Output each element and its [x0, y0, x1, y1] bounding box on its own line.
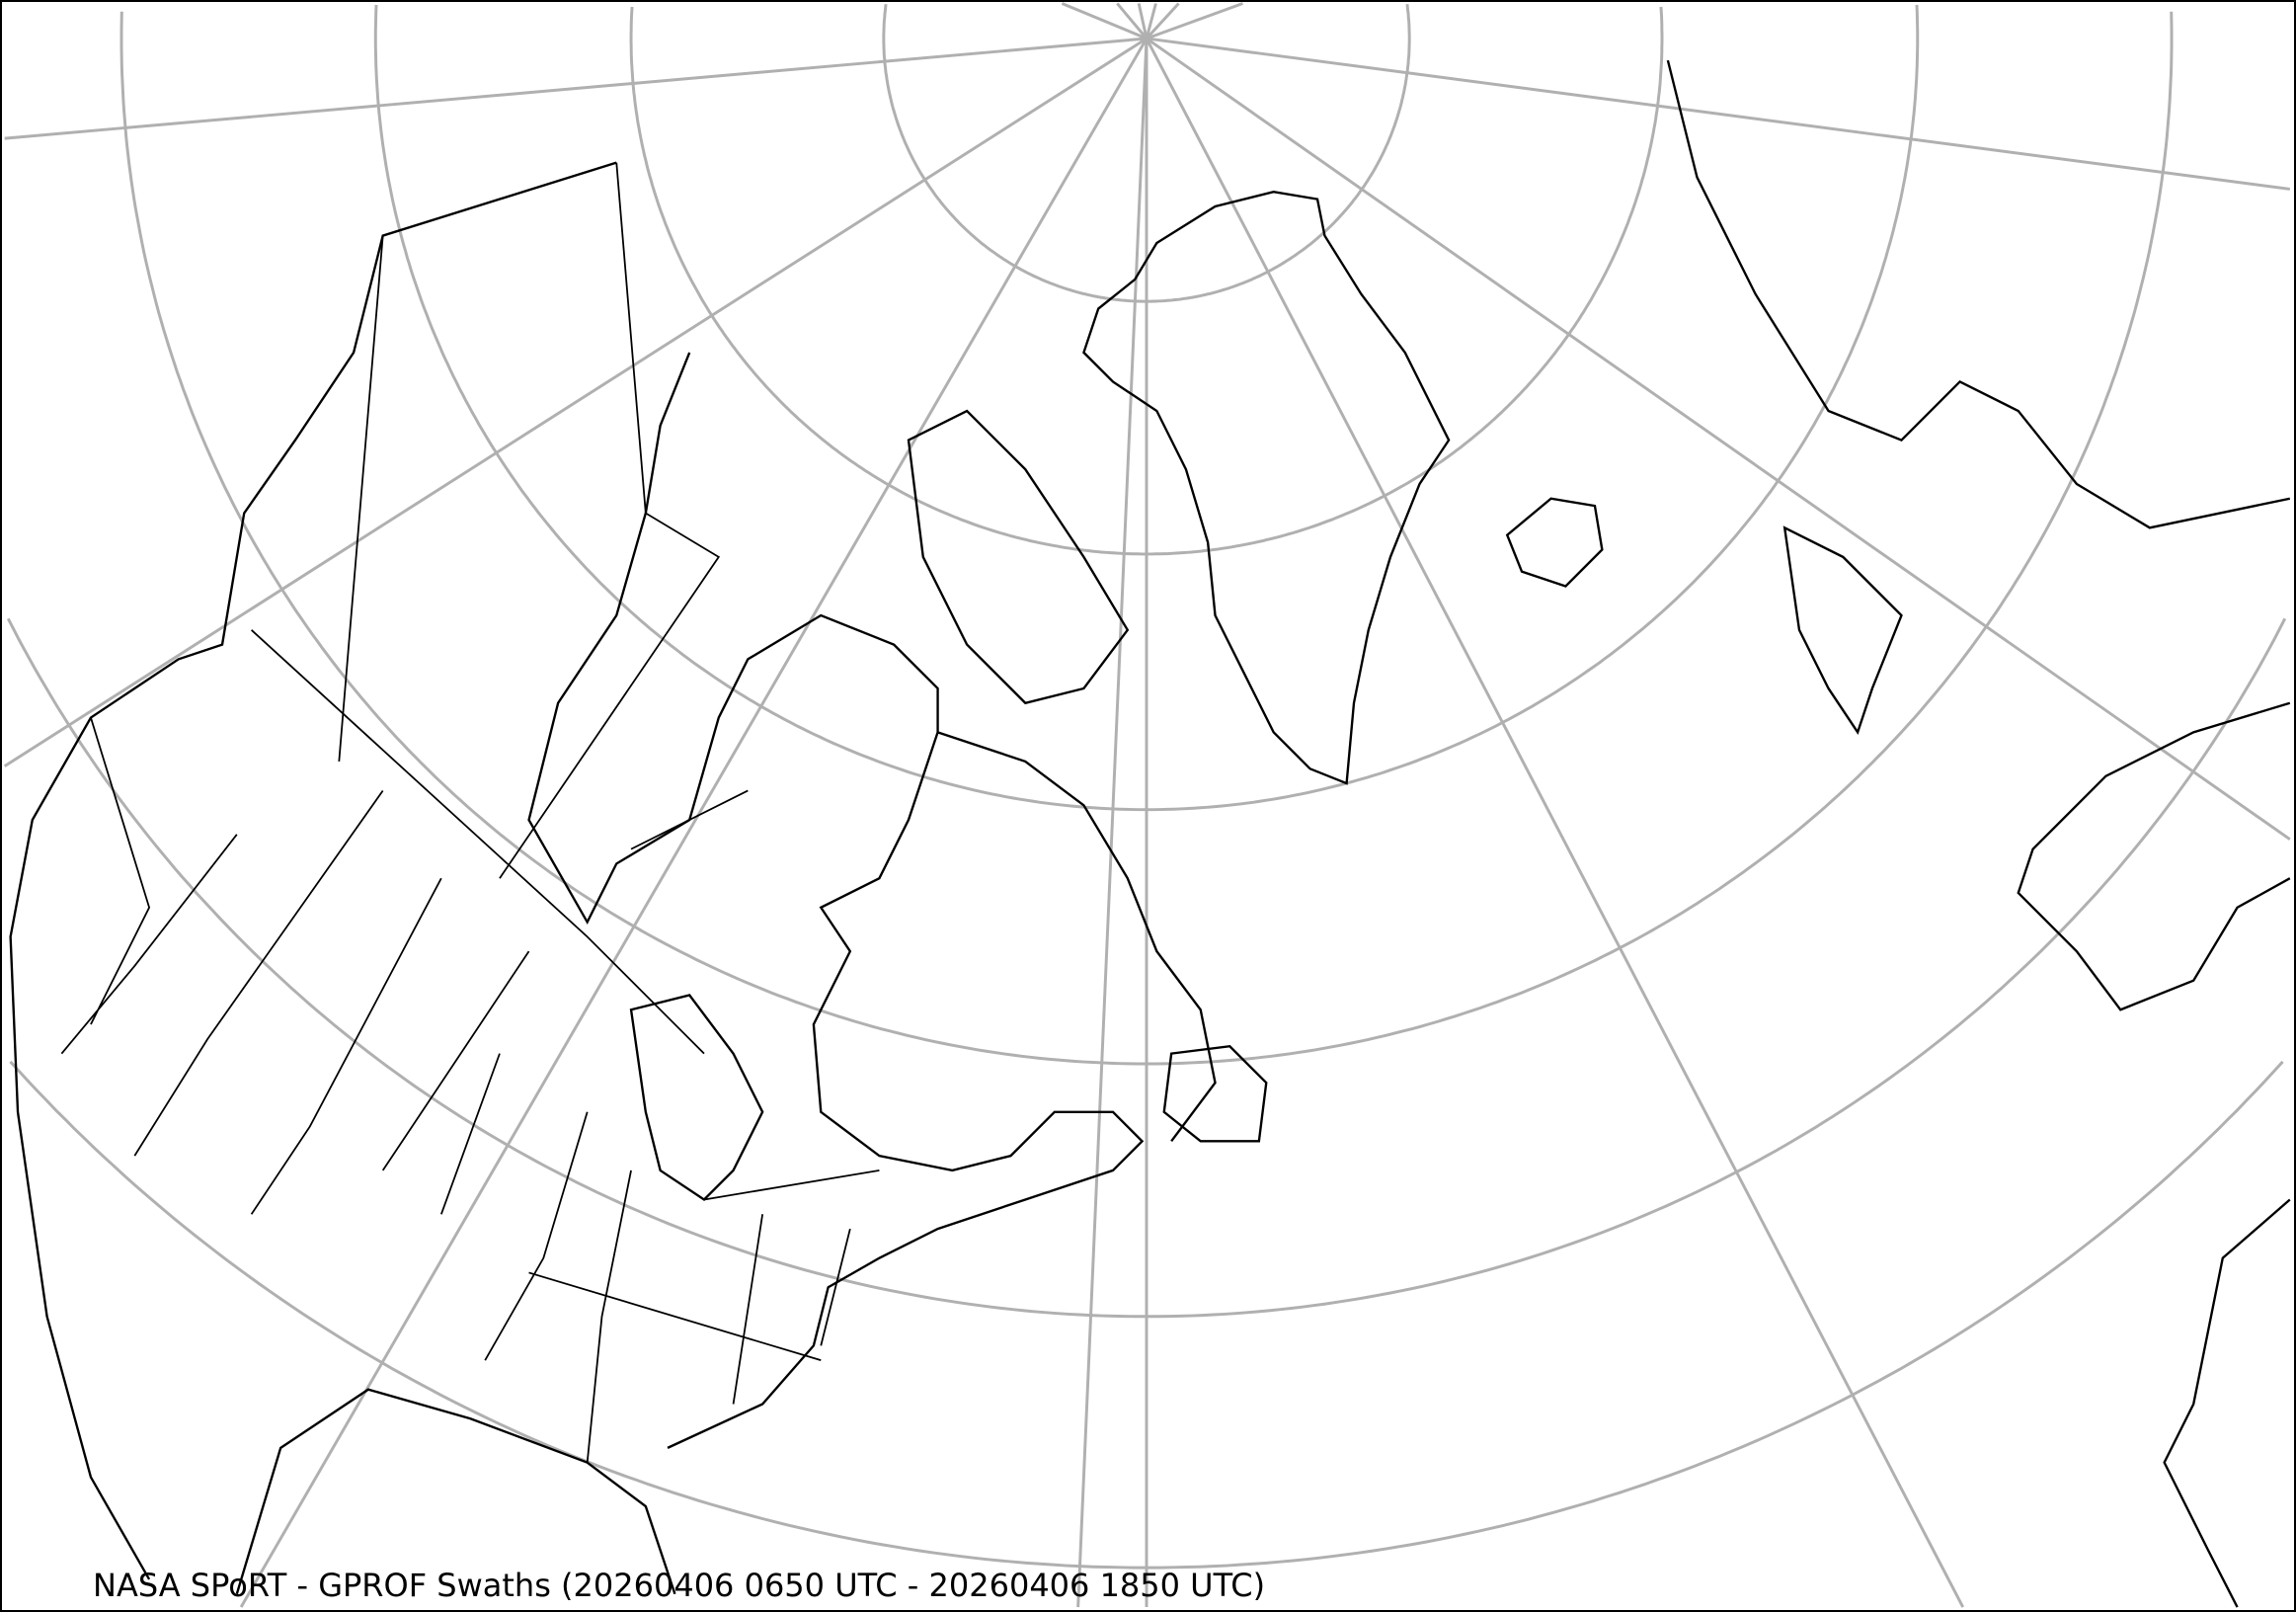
meridian-line	[3, 37, 1148, 767]
borders	[60, 162, 880, 1463]
latitude-circle	[6, 617, 2287, 1319]
north-america-outline	[9, 161, 1145, 1595]
meridian-line	[1146, 37, 2291, 191]
iceland-outline	[1505, 497, 1604, 588]
meridian-line	[239, 38, 1148, 1608]
graticule	[3, 2, 2291, 1608]
canada-province-borders	[338, 162, 749, 879]
meridian-line	[4, 37, 1148, 140]
meridian-line	[1146, 37, 2291, 841]
coastlines	[9, 59, 2291, 1608]
meridian-line	[1137, 3, 1148, 40]
great-lakes-outline	[629, 994, 764, 1202]
europe-outline	[1666, 59, 2291, 1608]
meridian-line	[1116, 2, 1148, 40]
latitude-circle	[882, 4, 1411, 303]
latitude-circle	[119, 11, 2174, 1066]
newfoundland-outline	[1162, 1044, 1268, 1143]
meridian-line	[1145, 2, 1180, 40]
latitude-circle	[373, 4, 1920, 812]
meridian-line	[1076, 38, 1148, 1608]
labrador-outline	[937, 731, 1217, 1143]
us-canada-border	[251, 629, 880, 1201]
map-title: NASA SPoRT - GPROF Swaths (20260406 0650…	[93, 1567, 1266, 1604]
baffin-island-outline	[907, 409, 1130, 705]
meridian-line	[1145, 38, 1965, 1608]
us-state-borders	[60, 717, 851, 1463]
meridian-line	[1145, 3, 1157, 40]
latitude-circle	[629, 6, 1664, 556]
meridian-line	[1061, 2, 1148, 40]
meridian-line	[1146, 2, 1243, 40]
latitude-circle	[9, 1060, 2284, 1570]
greenland-outline	[1082, 191, 1451, 785]
